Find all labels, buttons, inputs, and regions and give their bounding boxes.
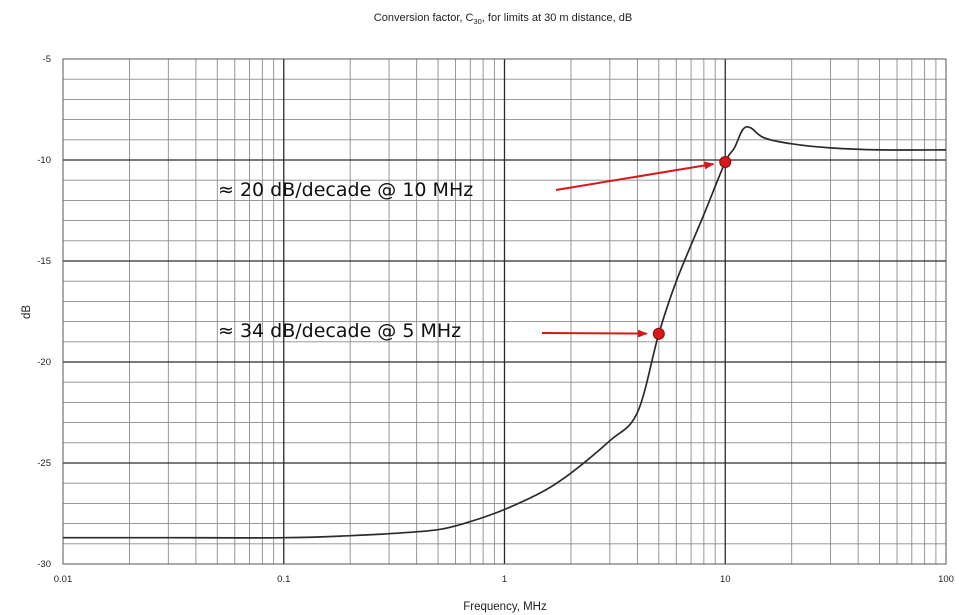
major-grid (63, 59, 946, 564)
plot-frame (62, 58, 947, 565)
x-tick-label: 100 (938, 574, 954, 585)
chart-title-subscript: 30 (473, 17, 481, 26)
x-tick-label: 10 (720, 574, 731, 585)
y-tick-label: -15 (37, 256, 51, 267)
y-tick-label: -30 (37, 559, 51, 570)
y-axis-ticks: -5 -10 -15 -20 -25 -30 (37, 54, 51, 570)
marker-point-0 (719, 156, 732, 169)
y-tick-label: -5 (43, 54, 51, 65)
chart-title-suffix: , for limits at 30 m distance, dB (482, 12, 632, 24)
x-tick-label: 1 (502, 574, 507, 585)
annotation-arrow-10mhz (555, 161, 715, 191)
y-axis-label: dB (21, 305, 33, 319)
point-markers (652, 156, 732, 340)
x-tick-label: 0.01 (54, 574, 73, 585)
x-tick-label: 0.1 (277, 574, 290, 585)
y-tick-label: -10 (37, 155, 51, 166)
y-tick-label: -20 (37, 357, 51, 368)
marker-point-1 (652, 327, 665, 340)
x-axis-ticks: 0.01 0.1 1 10 100 (54, 574, 954, 585)
annotation-20db: ≈ 20 dB/decade @ 10 MHz (218, 179, 473, 201)
chart-title-prefix: Conversion factor, C (374, 12, 474, 24)
x-axis-label: Frequency, MHz (463, 601, 547, 613)
annotation-34db: ≈ 34 dB/decade @ 5 MHz (218, 320, 461, 342)
annotation-arrow-5mhz (541, 329, 648, 338)
series-line (62, 125, 947, 539)
annotations: ≈ 20 dB/decade @ 10 MHz ≈ 34 dB/decade @… (218, 161, 715, 342)
chart-title: Conversion factor, C30, for limits at 30… (374, 12, 632, 26)
y-tick-label: -25 (37, 458, 51, 469)
